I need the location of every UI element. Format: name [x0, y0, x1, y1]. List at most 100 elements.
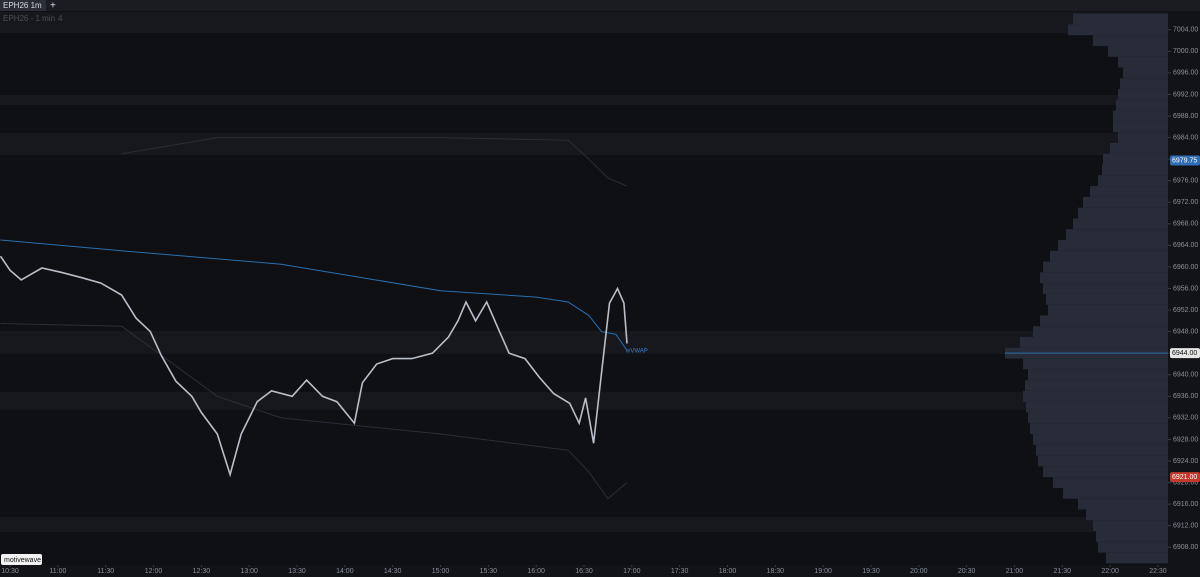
y-tick-label: 7000.00: [1173, 48, 1198, 55]
profile-bar: [1098, 175, 1168, 187]
y-tick-label: 6976.00: [1173, 178, 1198, 185]
y-tick-label: 6940.00: [1173, 372, 1198, 379]
profile-bar: [1093, 520, 1168, 532]
x-tick-label: 19:00: [814, 568, 832, 575]
logo-box: [1, 554, 42, 565]
profile-bar: [1033, 434, 1168, 445]
profile-bar: [1030, 423, 1168, 435]
y-tick-label: 6916.00: [1173, 501, 1198, 508]
series-line: [0, 323, 628, 500]
price-label: 6944.00: [1172, 350, 1197, 357]
profile-bar: [1046, 293, 1168, 305]
profile-bar: [1106, 552, 1168, 564]
profile-bar: [1113, 110, 1168, 122]
profile-bar: [1038, 455, 1168, 467]
profile-bar: [1040, 272, 1168, 284]
x-tick-label: 22:00: [1101, 568, 1119, 575]
tab[interactable]: [0, 0, 46, 11]
y-tick-label: 7004.00: [1173, 27, 1198, 34]
profile-bar: [1073, 218, 1168, 230]
profile-bar: [1103, 153, 1168, 165]
y-tick-label: 6920.00: [1173, 479, 1198, 486]
y-tick-label: 6968.00: [1173, 221, 1198, 228]
x-tick-label: 20:30: [958, 568, 976, 575]
vwap-label: wVWAP: [625, 349, 648, 355]
y-tick-label: 6936.00: [1173, 393, 1198, 400]
y-tick-label: 6956.00: [1173, 285, 1198, 292]
band: [0, 331, 1168, 354]
profile-bar: [1040, 315, 1168, 327]
price-label-box: [1170, 155, 1200, 166]
subtitle-count: 4: [58, 14, 63, 23]
price-label-box: [1170, 472, 1200, 483]
y-tick-label: 6952.00: [1173, 307, 1198, 314]
profile-bar: [1090, 186, 1168, 197]
y-tick-label: 6932.00: [1173, 415, 1198, 422]
profile-bar: [1113, 121, 1168, 133]
x-tick-label: 17:30: [671, 568, 689, 575]
profile-bar: [1058, 239, 1168, 251]
x-tick-label: 19:30: [862, 568, 880, 575]
profile-bar: [1068, 24, 1168, 36]
x-tick-label: 18:30: [767, 568, 785, 575]
profile-bar: [1116, 99, 1168, 111]
profile-bar: [1098, 541, 1168, 553]
tab-bar: [0, 0, 1200, 11]
x-tick-label: 14:30: [384, 568, 402, 575]
profile-bar: [1120, 78, 1168, 90]
price-label: 6979.75: [1172, 157, 1197, 164]
x-tick-label: 13:00: [240, 568, 258, 575]
profile-bar: [1096, 531, 1168, 542]
series-line: [0, 255, 628, 478]
add-tab[interactable]: +: [50, 1, 56, 12]
series-line: [0, 239, 628, 351]
profile-bar: [1050, 250, 1168, 262]
profile-bar: [1118, 89, 1168, 100]
x-tick-label: 11:00: [49, 568, 66, 575]
x-tick-label: 13:30: [288, 568, 306, 575]
y-tick-label: 6996.00: [1173, 70, 1198, 77]
y-tick-label: 6960.00: [1173, 264, 1198, 271]
profile-bar: [1023, 390, 1168, 402]
profile-bar: [1083, 196, 1168, 208]
profile-bar: [1118, 132, 1168, 143]
profile-bar: [1036, 444, 1168, 456]
profile-bar: [1043, 466, 1168, 478]
x-tick-label: 12:00: [145, 568, 163, 575]
y-tick-label: 6964.00: [1173, 242, 1198, 249]
x-tick-label: 11:30: [97, 568, 114, 575]
y-tick-label: 6908.00: [1173, 544, 1198, 551]
x-tick-label: 12:30: [193, 568, 211, 575]
y-tick-label: 6924.00: [1173, 458, 1198, 465]
profile-bar: [1028, 369, 1168, 381]
x-tick-label: 22:30: [1149, 568, 1167, 575]
x-tick-label: 21:00: [1006, 568, 1024, 575]
x-tick-label: 16:00: [527, 568, 545, 575]
price-label: 6921.00: [1172, 474, 1197, 481]
y-tick-label: 6992.00: [1173, 91, 1198, 98]
y-tick-label: 6948.00: [1173, 328, 1198, 335]
profile-bar: [1023, 358, 1168, 370]
band: [0, 517, 1168, 532]
y-tick-label: 6988.00: [1173, 113, 1198, 120]
band: [0, 133, 1168, 155]
profile-bar: [1073, 13, 1168, 25]
logo: motivewave: [4, 557, 41, 564]
band: [0, 12, 1168, 33]
subtitle: EPH26 - 1 min: [3, 14, 55, 23]
profile-bar: [1108, 45, 1168, 57]
price-label-box: [1170, 348, 1200, 359]
x-tick-label: 15:00: [432, 568, 450, 575]
profile-bar: [1043, 261, 1168, 273]
profile-bar: [1063, 487, 1168, 499]
x-tick-label: 15:30: [480, 568, 498, 575]
x-tick-label: 20:00: [910, 568, 928, 575]
profile-bar: [1033, 326, 1168, 338]
profile-bar: [1020, 337, 1168, 348]
y-tick-label: 6928.00: [1173, 436, 1198, 443]
profile-bar: [1053, 477, 1168, 488]
x-tick-label: 17:00: [623, 568, 641, 575]
tab-label[interactable]: EPH26 1m: [3, 1, 42, 10]
